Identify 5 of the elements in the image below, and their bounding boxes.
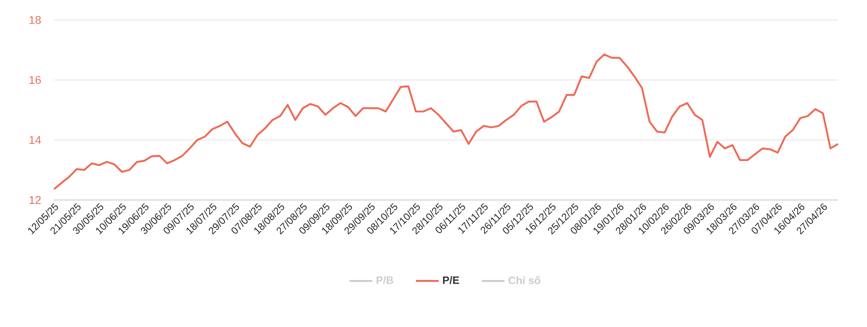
y-tick-label: 18 <box>30 16 41 24</box>
y-tick-label: 14 <box>30 136 41 144</box>
y-tick-label: 16 <box>30 76 41 84</box>
legend-label: P/E <box>443 276 460 284</box>
y-tick-label: 12 <box>30 196 41 204</box>
